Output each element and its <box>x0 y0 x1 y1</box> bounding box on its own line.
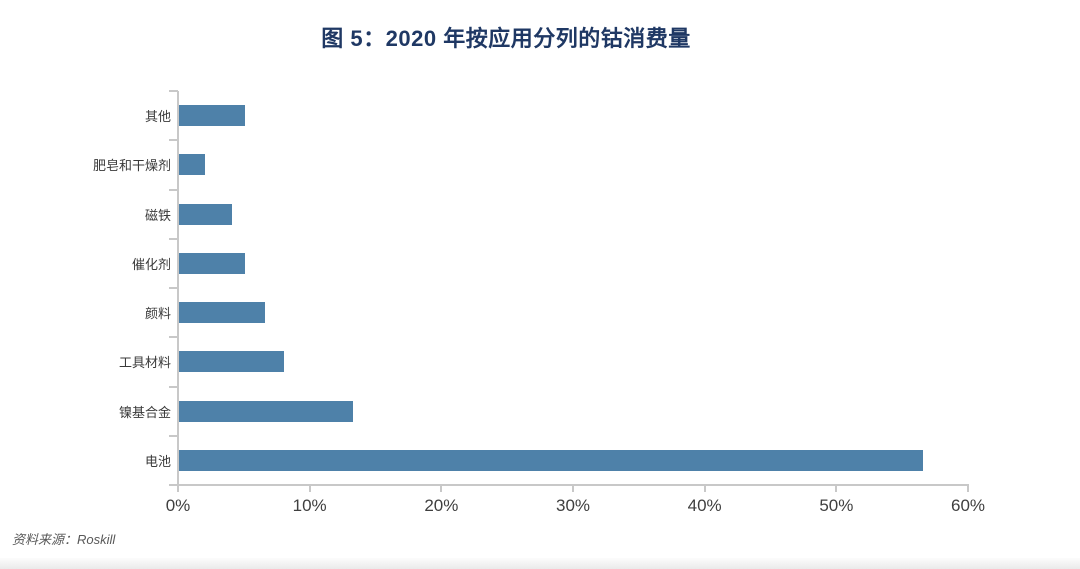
y-axis-tick <box>169 188 178 191</box>
x-axis-tick-label: 30% <box>555 496 591 515</box>
x-axis-tick-label: 20% <box>424 496 459 515</box>
x-axis-tick-label: 60% <box>950 496 986 515</box>
category-label: 其他 <box>144 109 171 125</box>
x-axis-tick-label: 0% <box>165 496 191 515</box>
bar <box>179 203 232 225</box>
category-label: 电池 <box>144 453 171 469</box>
bar <box>179 351 285 373</box>
y-axis-tick <box>169 434 178 437</box>
x-axis-tick <box>967 486 969 492</box>
y-axis-tick <box>169 90 178 92</box>
footer-strip <box>0 558 1080 569</box>
bar <box>179 252 245 274</box>
category-labels: 其他肥皂和干燥剂磁铁催化剂颜料工具材料镍基合金电池 <box>0 91 171 485</box>
bar <box>179 302 265 324</box>
bar <box>179 105 245 127</box>
bar <box>179 400 353 422</box>
y-axis-tick <box>169 139 178 142</box>
category-label: 磁铁 <box>144 207 171 223</box>
y-axis-tick <box>169 484 178 486</box>
category-label: 颜料 <box>144 306 171 322</box>
x-axis-line <box>177 484 969 486</box>
chart-title: 图 5：2020 年按应用分列的钴消费量 <box>321 26 691 51</box>
y-axis-tick <box>169 336 178 339</box>
x-axis-tick <box>308 486 311 492</box>
plot-area <box>179 91 969 485</box>
x-axis-tick <box>572 486 574 492</box>
category-label: 镍基合金 <box>118 404 171 420</box>
category-label: 催化剂 <box>131 256 171 272</box>
category-label: 工具材料 <box>118 355 171 371</box>
x-axis-tick-label: 40% <box>687 496 722 515</box>
category-label: 肥皂和干燥剂 <box>92 158 171 174</box>
source-note: 资料来源：Roskill <box>12 532 116 547</box>
bar <box>179 154 206 176</box>
x-axis-tick <box>440 486 443 492</box>
bar <box>179 449 923 471</box>
y-axis-line <box>177 91 179 486</box>
x-axis-tick <box>177 486 179 492</box>
y-axis-tick <box>169 385 178 388</box>
x-axis-tick <box>703 486 706 492</box>
y-axis-tick <box>169 237 178 240</box>
x-axis-tick-label: 50% <box>819 496 854 515</box>
x-axis-tick <box>835 486 838 492</box>
x-axis-tick-label: 10% <box>292 496 327 515</box>
y-axis-tick <box>169 287 178 289</box>
